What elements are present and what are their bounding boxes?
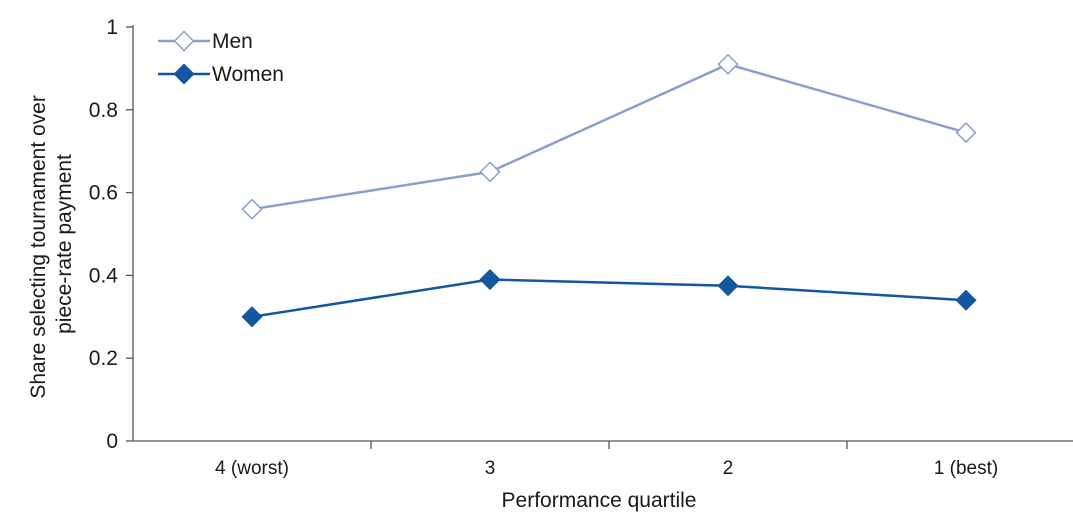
y-tick-label: 0.4 bbox=[89, 264, 119, 287]
data-point-marker bbox=[717, 275, 739, 297]
series-women bbox=[241, 268, 977, 328]
x-tick-label: 2 bbox=[723, 458, 734, 479]
y-axis-title: Share selecting tournament over piece-ra… bbox=[27, 89, 76, 398]
y-tick-label: 0.8 bbox=[89, 99, 118, 122]
series-line bbox=[251, 62, 967, 211]
x-axis-ticks: 4 (worst) 3 2 1 (best) bbox=[215, 441, 998, 479]
legend-item: Men bbox=[158, 30, 253, 53]
data-point-marker bbox=[479, 161, 501, 183]
y-tick-label: 0.6 bbox=[89, 182, 118, 205]
y-axis-title-line: Share selecting tournament over bbox=[27, 95, 50, 399]
data-point-marker bbox=[241, 306, 263, 328]
legend: Men Women bbox=[158, 30, 284, 86]
x-tick-label: 4 (worst) bbox=[215, 458, 289, 479]
x-tick-label: 3 bbox=[485, 458, 496, 479]
series-men bbox=[241, 53, 977, 220]
data-point-marker bbox=[173, 30, 195, 52]
data-point-marker bbox=[717, 53, 739, 75]
data-point-marker bbox=[173, 63, 195, 85]
data-point-marker bbox=[479, 268, 501, 291]
data-point-marker bbox=[241, 198, 263, 220]
data-point-marker bbox=[955, 289, 977, 311]
data-point-marker bbox=[955, 122, 977, 144]
chart-axes bbox=[132, 25, 1073, 442]
y-axis-title-line: piece-rate payment bbox=[53, 154, 76, 334]
legend-item: Women bbox=[158, 63, 284, 86]
legend-label: Women bbox=[212, 63, 284, 86]
y-tick-label: 1 bbox=[106, 16, 118, 39]
y-axis-ticks: 0 0.2 0.4 0.6 0.8 1 bbox=[89, 16, 133, 453]
x-axis-title: Performance quartile bbox=[502, 489, 697, 512]
series-line bbox=[251, 278, 967, 319]
x-tick-label: 1 (best) bbox=[934, 458, 998, 479]
legend-label: Men bbox=[212, 30, 253, 53]
y-tick-label: 0 bbox=[106, 430, 118, 453]
series-layer bbox=[241, 53, 977, 328]
y-tick-label: 0.2 bbox=[89, 347, 118, 370]
